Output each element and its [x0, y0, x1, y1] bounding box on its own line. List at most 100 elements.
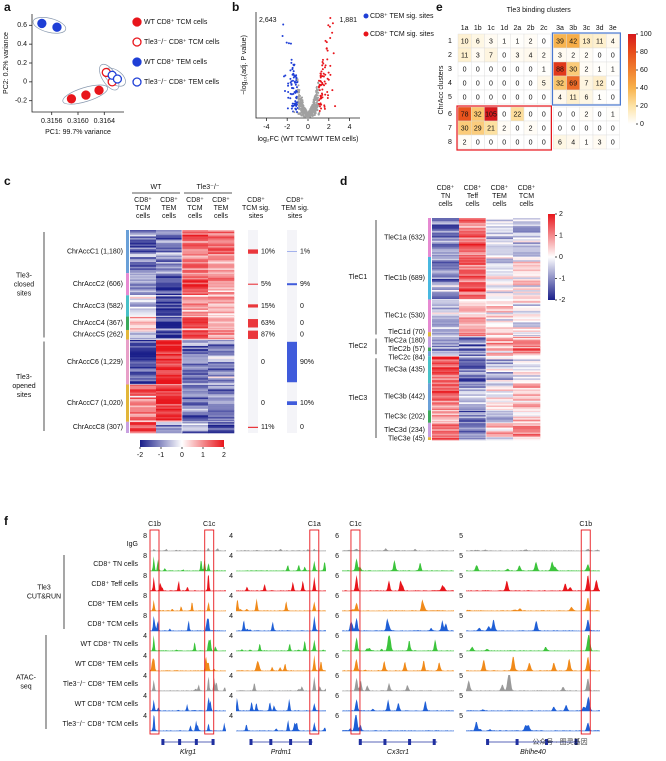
- heatmap-row: [208, 366, 235, 369]
- cell-value: 13: [583, 38, 591, 45]
- cloud-point: [300, 114, 303, 117]
- colorbar-label: 2: [222, 452, 226, 459]
- heatmap-row: [130, 324, 157, 327]
- heatmap-row: [130, 287, 157, 290]
- track-scale: 4: [143, 713, 147, 720]
- exon: [486, 739, 490, 745]
- heatmap-row: [513, 332, 541, 334]
- heatmap-row: [459, 352, 487, 355]
- cell-value: 105: [485, 111, 497, 118]
- heatmap-row: [156, 355, 183, 358]
- heatmap-row: [486, 240, 514, 243]
- coverage-track: [466, 548, 600, 551]
- cell-value: 2: [529, 125, 533, 132]
- exon: [194, 739, 198, 745]
- heatmap-row: [459, 333, 487, 336]
- y-tick-label: 0: [23, 79, 27, 86]
- cluster-label: ChrAccC4 (367): [73, 320, 123, 327]
- cloud-point: [301, 99, 304, 102]
- heatmap-row: [432, 286, 460, 289]
- heatmap-row: [486, 309, 514, 312]
- heatmap-row: [156, 339, 183, 342]
- column-label: cells: [188, 213, 203, 220]
- cloud-point: [315, 86, 318, 89]
- cluster-stripe: [428, 347, 431, 352]
- heatmap-row: [513, 354, 541, 357]
- heatmap-row: [432, 392, 460, 395]
- heatmap-row: [432, 383, 460, 385]
- heatmap-row: [486, 383, 514, 385]
- heatmap-cluster: [432, 218, 541, 258]
- cloud-point: [311, 103, 314, 106]
- heatmap-row: [208, 326, 235, 329]
- track-group-label: Tle3: [37, 584, 51, 591]
- heatmap-row: [432, 256, 460, 259]
- column-label: TCM: [135, 205, 150, 212]
- heatmap-row: [486, 323, 514, 326]
- coverage-track: [342, 715, 454, 731]
- heatmap-row: [130, 397, 157, 400]
- cloud-point: [289, 69, 292, 72]
- heatmap-row: [208, 308, 235, 311]
- coverage-track: [342, 677, 454, 691]
- heatmap-row: [130, 379, 157, 382]
- cloud-point: [295, 95, 298, 98]
- cloud-point: [318, 79, 321, 82]
- heatmap-row: [130, 350, 157, 353]
- heatmap-row: [156, 233, 183, 236]
- cell-value: 2: [584, 66, 588, 73]
- column-label: TN: [441, 193, 450, 200]
- heatmap-row: [182, 347, 209, 350]
- heatmap-row: [432, 437, 460, 439]
- heatmap-row: [513, 352, 541, 355]
- track-scale: 6: [335, 553, 339, 560]
- track-scale: 4: [229, 573, 233, 580]
- heatmap-row: [432, 424, 460, 427]
- heatmap-row: [513, 410, 541, 413]
- heatmap-row: [513, 373, 541, 376]
- heatmap-row: [459, 260, 487, 262]
- heatmap-row: [182, 295, 209, 298]
- heatmap-row: [486, 221, 514, 224]
- cell-value: 3: [598, 139, 602, 146]
- column-label: CD8⁺: [186, 197, 204, 204]
- cell-value: 0: [515, 66, 519, 73]
- heatmap-row: [486, 381, 514, 384]
- heatmap-row: [459, 392, 487, 395]
- heatmap-row: [208, 431, 235, 434]
- cloud-point: [304, 112, 307, 115]
- heatmap-row: [182, 276, 209, 279]
- heatmap-cluster: [130, 295, 235, 317]
- heatmap-row: [182, 374, 209, 377]
- cell-value: 29: [474, 125, 482, 132]
- column-label: TEM: [492, 193, 507, 200]
- heatmap-row: [156, 349, 183, 352]
- heatmap-row: [486, 430, 514, 433]
- heatmap-row: [432, 302, 460, 305]
- heatmap-row: [486, 277, 514, 280]
- heatmap-row: [208, 292, 235, 295]
- heatmap-row: [486, 418, 514, 420]
- heatmap-row: [182, 329, 209, 332]
- heatmap-row: [130, 363, 157, 366]
- heatmap-row: [513, 325, 541, 328]
- heatmap-row: [182, 314, 209, 317]
- track-label: CD8⁺ TCM cells: [87, 621, 138, 628]
- cluster-label: TleC2a (180): [384, 337, 425, 344]
- cell-value: 0: [542, 139, 546, 146]
- heatmap-row: [156, 268, 183, 271]
- heatmap-row: [513, 230, 541, 233]
- heatmap-row: [432, 336, 460, 339]
- heatmap-row: [182, 365, 209, 368]
- heatmap-row: [486, 307, 514, 310]
- cloud-point: [327, 24, 330, 27]
- heatmap-row: [208, 301, 235, 304]
- heatmap-row: [459, 411, 487, 414]
- heatmap-cluster: [432, 332, 541, 337]
- heatmap-row: [156, 274, 183, 277]
- track-scale: 4: [229, 593, 233, 600]
- heatmap-row: [432, 395, 460, 398]
- heatmap-row: [156, 301, 183, 304]
- heatmap-row: [156, 403, 183, 406]
- heatmap-row: [208, 241, 235, 244]
